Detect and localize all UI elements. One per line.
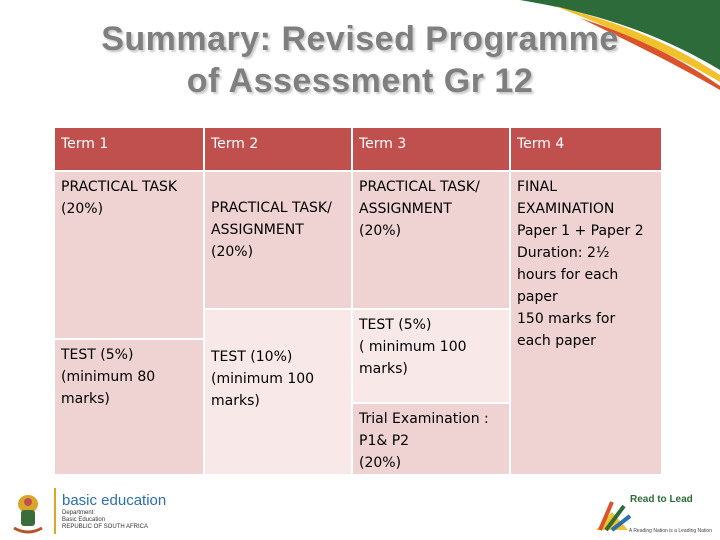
term4-final-exam-cell: FINAL EXAMINATION Paper 1 + Paper 2 Dura… — [511, 172, 661, 474]
read-to-lead-logo: Read to Lead A Reading Nation is a Leadi… — [592, 488, 712, 538]
term3-practical-task-cell: PRACTICAL TASK/ ASSIGNMENT (20%) — [353, 172, 509, 308]
department-logo: basic education Department: Basic Educat… — [8, 488, 268, 538]
header-term-3: Term 3 — [353, 128, 509, 170]
header-term-4: Term 4 — [511, 128, 661, 170]
slide-title: Summary: Revised Programme of Assessment… — [40, 18, 680, 102]
term2-test-cell: TEST (10%) (minimum 100 marks) — [205, 310, 351, 474]
term3-trial-exam-cell: Trial Examination : P1& P2 (20%) — [353, 404, 509, 474]
term1-practical-task-cell: PRACTICAL TASK (20%) — [55, 172, 203, 338]
title-line-2: of Assessment Gr 12 — [186, 62, 534, 100]
org-sub-2: Basic Education — [62, 517, 106, 523]
org-name: basic education — [62, 492, 167, 509]
sunburst-icon — [596, 501, 632, 532]
corner-swoosh-graphic — [520, 0, 720, 90]
org-sub-3: REPUBLIC OF SOUTH AFRICA — [62, 524, 149, 530]
org-sub-1: Department: — [62, 510, 96, 516]
term1-test-cell: TEST (5%) (minimum 80 marks) — [55, 340, 203, 474]
read-to-lead-title: Read to Lead — [630, 494, 693, 505]
read-to-lead-tagline: A Reading Nation is a Leading Nation — [628, 528, 712, 534]
logo-divider — [54, 488, 56, 534]
header-term-1: Term 1 — [55, 128, 203, 170]
title-line-1: Summary: Revised Programme — [101, 20, 619, 58]
term3-test-cell: TEST (5%) ( minimum 100 marks) — [353, 310, 509, 402]
term2-practical-task-cell: PRACTICAL TASK/ ASSIGNMENT (20%) — [205, 172, 351, 308]
org-subtext: Department: Basic Education REPUBLIC OF … — [62, 510, 148, 531]
header-term-2: Term 2 — [205, 128, 351, 170]
coat-of-arms-icon — [13, 495, 43, 534]
